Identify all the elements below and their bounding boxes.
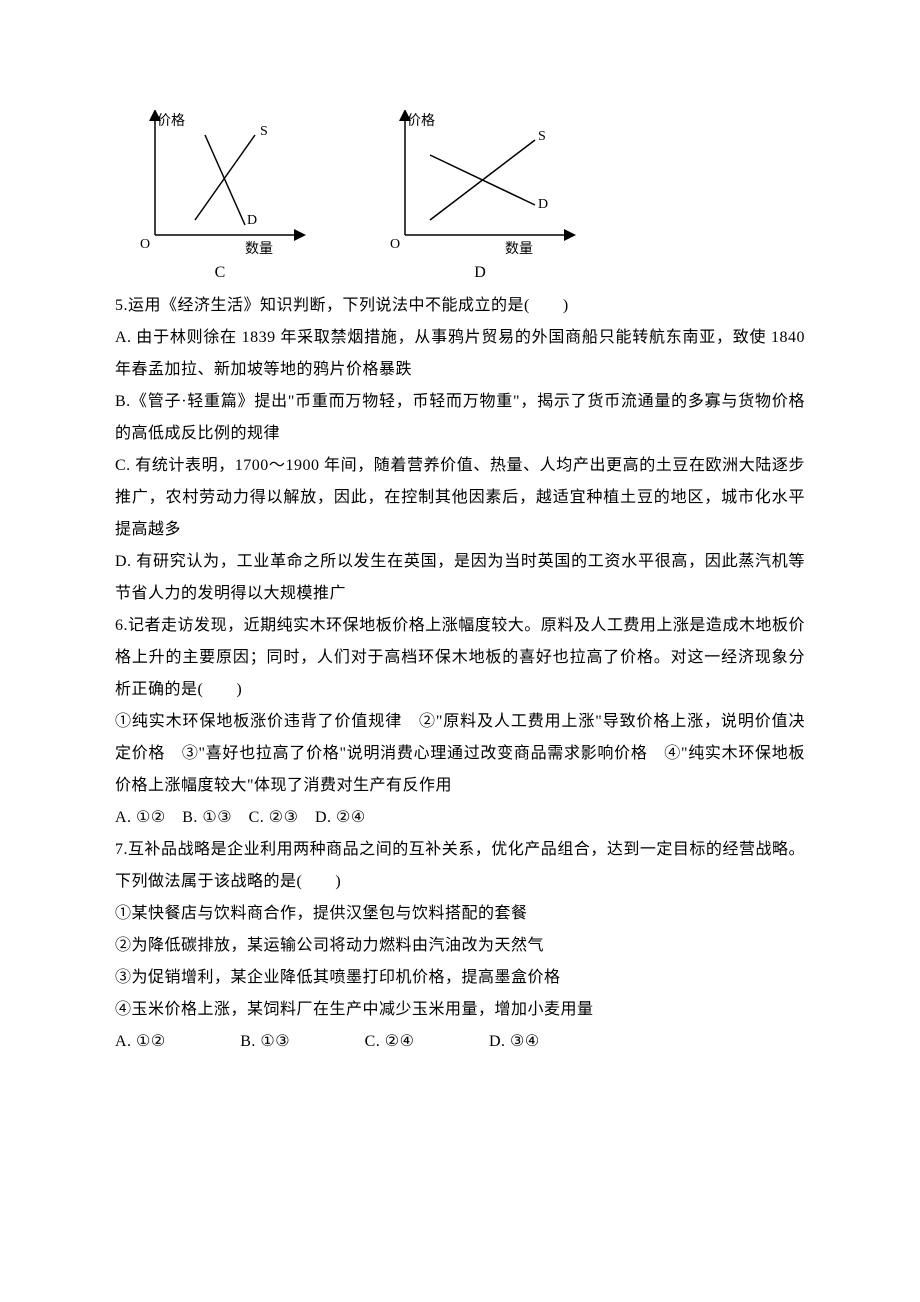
q7-oD: D. ③④ — [489, 1026, 540, 1058]
q5-A: A. 由于林则徐在 1839 年采取禁烟措施，从事鸦片贸易的外国商船只能转航东南… — [115, 322, 805, 386]
chart-c-origin: O — [140, 237, 150, 252]
chart-c-svg: S D 价格 O 数量 — [125, 110, 315, 260]
q5-B: B.《管子·轻重篇》提出"币重而万物轻，币轻而万物重"，揭示了货币流通量的多寡与… — [115, 386, 805, 450]
chart-c-ylabel: 价格 — [157, 113, 185, 129]
chart-d-svg: S D 价格 O 数量 — [375, 110, 585, 260]
chart-c-d-label: D — [247, 213, 257, 228]
chart-d-xlabel: 数量 — [505, 241, 533, 257]
page-content: S D 价格 O 数量 C — [0, 0, 920, 1118]
chart-c-block: S D 价格 O 数量 C — [125, 110, 315, 282]
q5-C: C. 有统计表明，1700～1900 年间，随着营养价值、热量、人均产出更高的土… — [115, 450, 805, 546]
q7-i4: ④玉米价格上涨，某饲料厂在生产中减少玉米用量，增加小麦用量 — [115, 994, 805, 1026]
chart-d-block: S D 价格 O 数量 D — [375, 110, 585, 282]
chart-d-s-label: S — [538, 129, 546, 144]
q7-i2: ②为降低碳排放，某运输公司将动力燃料由汽油改为天然气 — [115, 930, 805, 962]
chart-c-caption: C — [215, 264, 226, 282]
chart-d-d-label: D — [538, 197, 548, 212]
q7-stem: 7.互补品战略是企业利用两种商品之间的互补关系，优化产品组合，达到一定目标的经营… — [115, 834, 805, 898]
chart-c-xlabel: 数量 — [245, 241, 273, 257]
q5-stem: 5.运用《经济生活》知识判断，下列说法中不能成立的是( ) — [115, 290, 805, 322]
chart-d-ylabel: 价格 — [407, 113, 435, 129]
q7-opts: A. ①② B. ①③ C. ②④ D. ③④ — [115, 1026, 805, 1058]
chart-d-origin: O — [390, 237, 400, 252]
q6-opts: A. ①② B. ①③ C. ②③ D. ②④ — [115, 802, 805, 834]
q7-oC: C. ②④ — [365, 1026, 415, 1058]
q6-items: ①纯实木环保地板涨价违背了价值规律 ②"原料及人工费用上涨"导致价格上涨，说明价… — [115, 706, 805, 802]
charts-row: S D 价格 O 数量 C — [115, 110, 805, 282]
chart-d-caption: D — [474, 264, 486, 282]
q6-stem: 6.记者走访发现，近期纯实木环保地板价格上涨幅度较大。原料及人工费用上涨是造成木… — [115, 610, 805, 706]
q5-D: D. 有研究认为，工业革命之所以发生在英国，是因为当时英国的工资水平很高，因此蒸… — [115, 546, 805, 610]
q7-oA: A. ①② — [115, 1026, 166, 1058]
chart-c-s-label: S — [260, 124, 268, 139]
q7-i1: ①某快餐店与饮料商合作，提供汉堡包与饮料搭配的套餐 — [115, 898, 805, 930]
q7-i3: ③为促销增利，某企业降低其喷墨打印机价格，提高墨盒价格 — [115, 962, 805, 994]
q7-oB: B. ①③ — [240, 1026, 290, 1058]
